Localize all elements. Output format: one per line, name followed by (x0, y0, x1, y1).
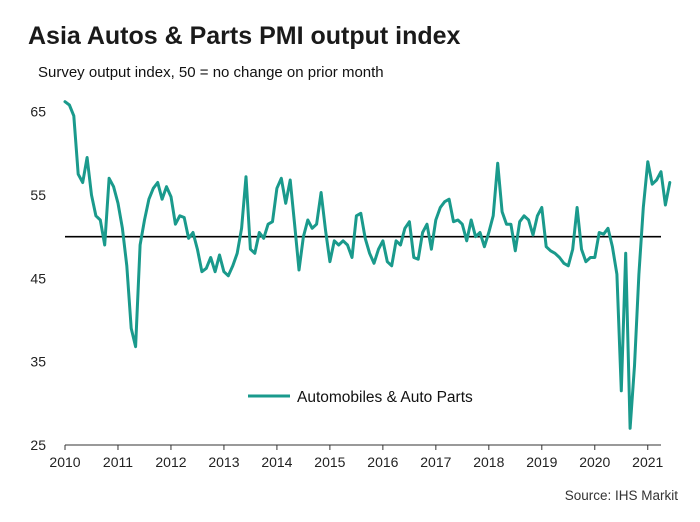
x-tick-label-2013: 2013 (208, 454, 239, 470)
chart-subtitle: Survey output index, 50 = no change on p… (38, 64, 384, 81)
x-tick-label-2018: 2018 (473, 454, 504, 470)
x-tick-label-2010: 2010 (49, 454, 80, 470)
y-tick-label-55: 55 (30, 187, 46, 203)
x-tick-label-2020: 2020 (579, 454, 610, 470)
x-tick-label-2012: 2012 (155, 454, 186, 470)
y-tick-label-35: 35 (30, 354, 46, 370)
x-tick-label-2016: 2016 (367, 454, 398, 470)
x-tick-label-2019: 2019 (526, 454, 557, 470)
y-tick-label-45: 45 (30, 270, 46, 286)
legend-label: Automobiles & Auto Parts (297, 389, 473, 406)
x-tick-label-2011: 2011 (103, 454, 133, 470)
x-tick-label-2017: 2017 (420, 454, 451, 470)
chart-title: Asia Autos & Parts PMI output index (28, 22, 461, 50)
series-line-0 (63, 100, 672, 430)
source-note: Source: IHS Markit (564, 488, 678, 503)
x-tick-label-2021: 2021 (632, 454, 663, 470)
x-tick-label-2014: 2014 (261, 454, 292, 470)
y-tick-label-25: 25 (30, 437, 46, 453)
x-tick-label-2015: 2015 (314, 454, 345, 470)
y-tick-label-65: 65 (30, 104, 46, 120)
